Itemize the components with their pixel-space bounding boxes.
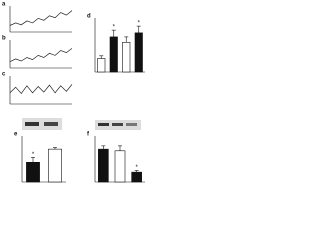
bar bbox=[131, 171, 142, 183]
bar bbox=[97, 58, 106, 73]
bar bbox=[26, 161, 40, 183]
bar bbox=[48, 148, 62, 183]
panel-label: a bbox=[2, 2, 6, 8]
panel-label: f bbox=[87, 132, 90, 138]
bar bbox=[114, 150, 126, 183]
blot-band bbox=[112, 123, 123, 126]
bar bbox=[98, 148, 109, 183]
trace bbox=[9, 48, 73, 63]
panel-label: e bbox=[14, 132, 18, 138]
blot-band bbox=[98, 123, 109, 126]
panel-label: d bbox=[87, 14, 91, 20]
trace bbox=[9, 84, 73, 95]
blot-membrane bbox=[22, 118, 62, 130]
trace bbox=[9, 10, 73, 26]
significance: * bbox=[113, 25, 116, 31]
bar bbox=[122, 41, 131, 73]
blot-f bbox=[95, 120, 141, 130]
bar bbox=[109, 36, 118, 73]
significance: * bbox=[32, 152, 35, 158]
bar bbox=[134, 32, 143, 73]
blot-e bbox=[22, 118, 62, 130]
blot-band bbox=[44, 122, 58, 126]
panel-label: c bbox=[2, 72, 6, 78]
blot-band bbox=[25, 122, 39, 126]
panel-label: b bbox=[2, 36, 6, 42]
figure: a b c d * * e * f * bbox=[2, 2, 145, 183]
blot-band bbox=[126, 123, 137, 126]
significance: * bbox=[135, 165, 138, 171]
significance: * bbox=[138, 21, 141, 27]
